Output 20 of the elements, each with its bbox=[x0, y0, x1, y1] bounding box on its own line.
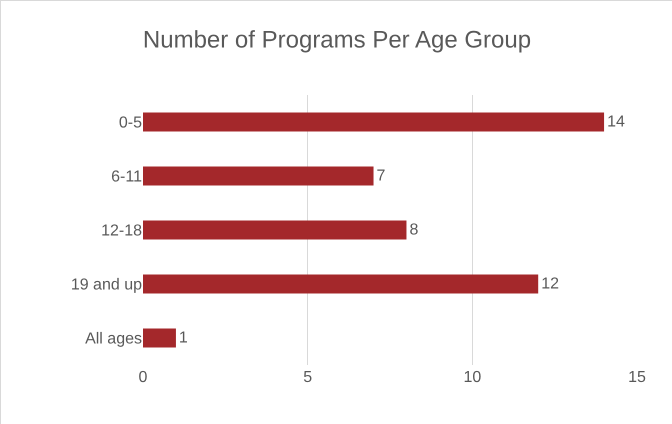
x-tick-label: 0 bbox=[138, 369, 148, 386]
chart-title: Number of Programs Per Age Group bbox=[142, 26, 532, 54]
bar bbox=[143, 112, 604, 132]
bar bbox=[143, 220, 406, 240]
data-label: 8 bbox=[409, 222, 418, 238]
y-tick-label: 6-11 bbox=[111, 168, 142, 186]
y-tick-label: All ages bbox=[85, 330, 142, 348]
y-tick-label: 12-18 bbox=[101, 222, 142, 240]
x-tick-label: 15 bbox=[628, 369, 646, 386]
data-label: 7 bbox=[376, 168, 386, 184]
y-tick-label: 0-5 bbox=[118, 114, 142, 132]
bar bbox=[143, 328, 176, 348]
data-label: 12 bbox=[541, 276, 560, 292]
y-tick-label: 19 and up bbox=[70, 276, 142, 294]
x-tick-label: 5 bbox=[303, 369, 312, 386]
data-label: 1 bbox=[178, 330, 188, 346]
bar bbox=[143, 274, 538, 294]
data-label: 14 bbox=[607, 114, 625, 130]
bar bbox=[143, 166, 374, 186]
x-tick-label: 10 bbox=[463, 369, 482, 386]
